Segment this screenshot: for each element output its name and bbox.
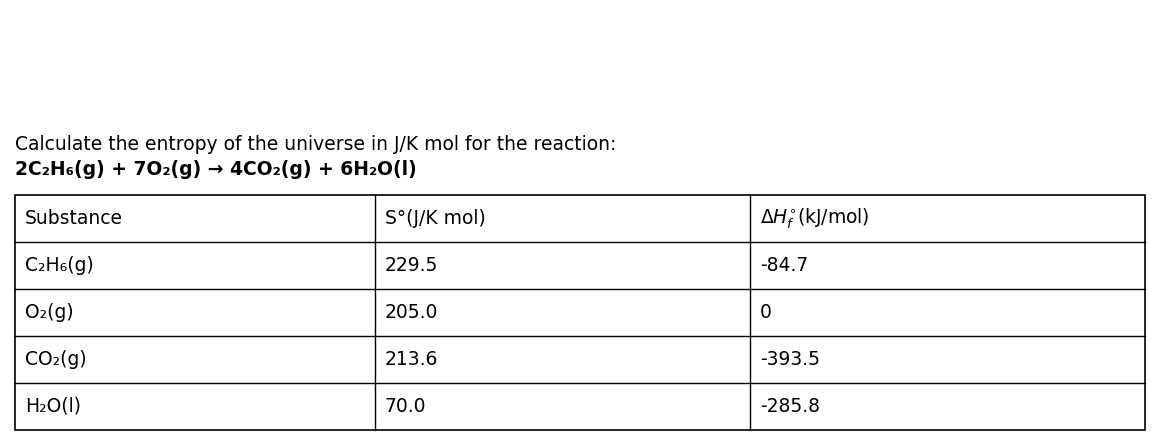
Text: $\Delta H_f^{\circ}$(kJ/mol): $\Delta H_f^{\circ}$(kJ/mol): [760, 206, 870, 231]
Text: -285.8: -285.8: [760, 397, 820, 416]
Text: S°(J/K mol): S°(J/K mol): [385, 209, 486, 228]
Text: Calculate the entropy of the universe in J/K mol for the reaction:: Calculate the entropy of the universe in…: [15, 135, 616, 154]
Text: CO₂(g): CO₂(g): [25, 350, 87, 369]
Text: 70.0: 70.0: [385, 397, 426, 416]
Text: 2C₂H₆(g) + 7O₂(g) → 4CO₂(g) + 6H₂O(l): 2C₂H₆(g) + 7O₂(g) → 4CO₂(g) + 6H₂O(l): [15, 160, 417, 179]
Text: 229.5: 229.5: [385, 256, 438, 275]
Text: 205.0: 205.0: [385, 303, 438, 322]
Text: -84.7: -84.7: [760, 256, 808, 275]
Text: -393.5: -393.5: [760, 350, 820, 369]
Text: C₂H₆(g): C₂H₆(g): [25, 256, 94, 275]
Text: 0: 0: [760, 303, 772, 322]
Text: 213.6: 213.6: [385, 350, 438, 369]
Text: H₂O(l): H₂O(l): [25, 397, 81, 416]
Text: Substance: Substance: [25, 209, 123, 228]
Text: O₂(g): O₂(g): [25, 303, 74, 322]
